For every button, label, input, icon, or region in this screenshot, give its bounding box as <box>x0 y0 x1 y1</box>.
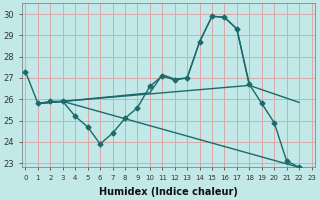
X-axis label: Humidex (Indice chaleur): Humidex (Indice chaleur) <box>99 187 238 197</box>
